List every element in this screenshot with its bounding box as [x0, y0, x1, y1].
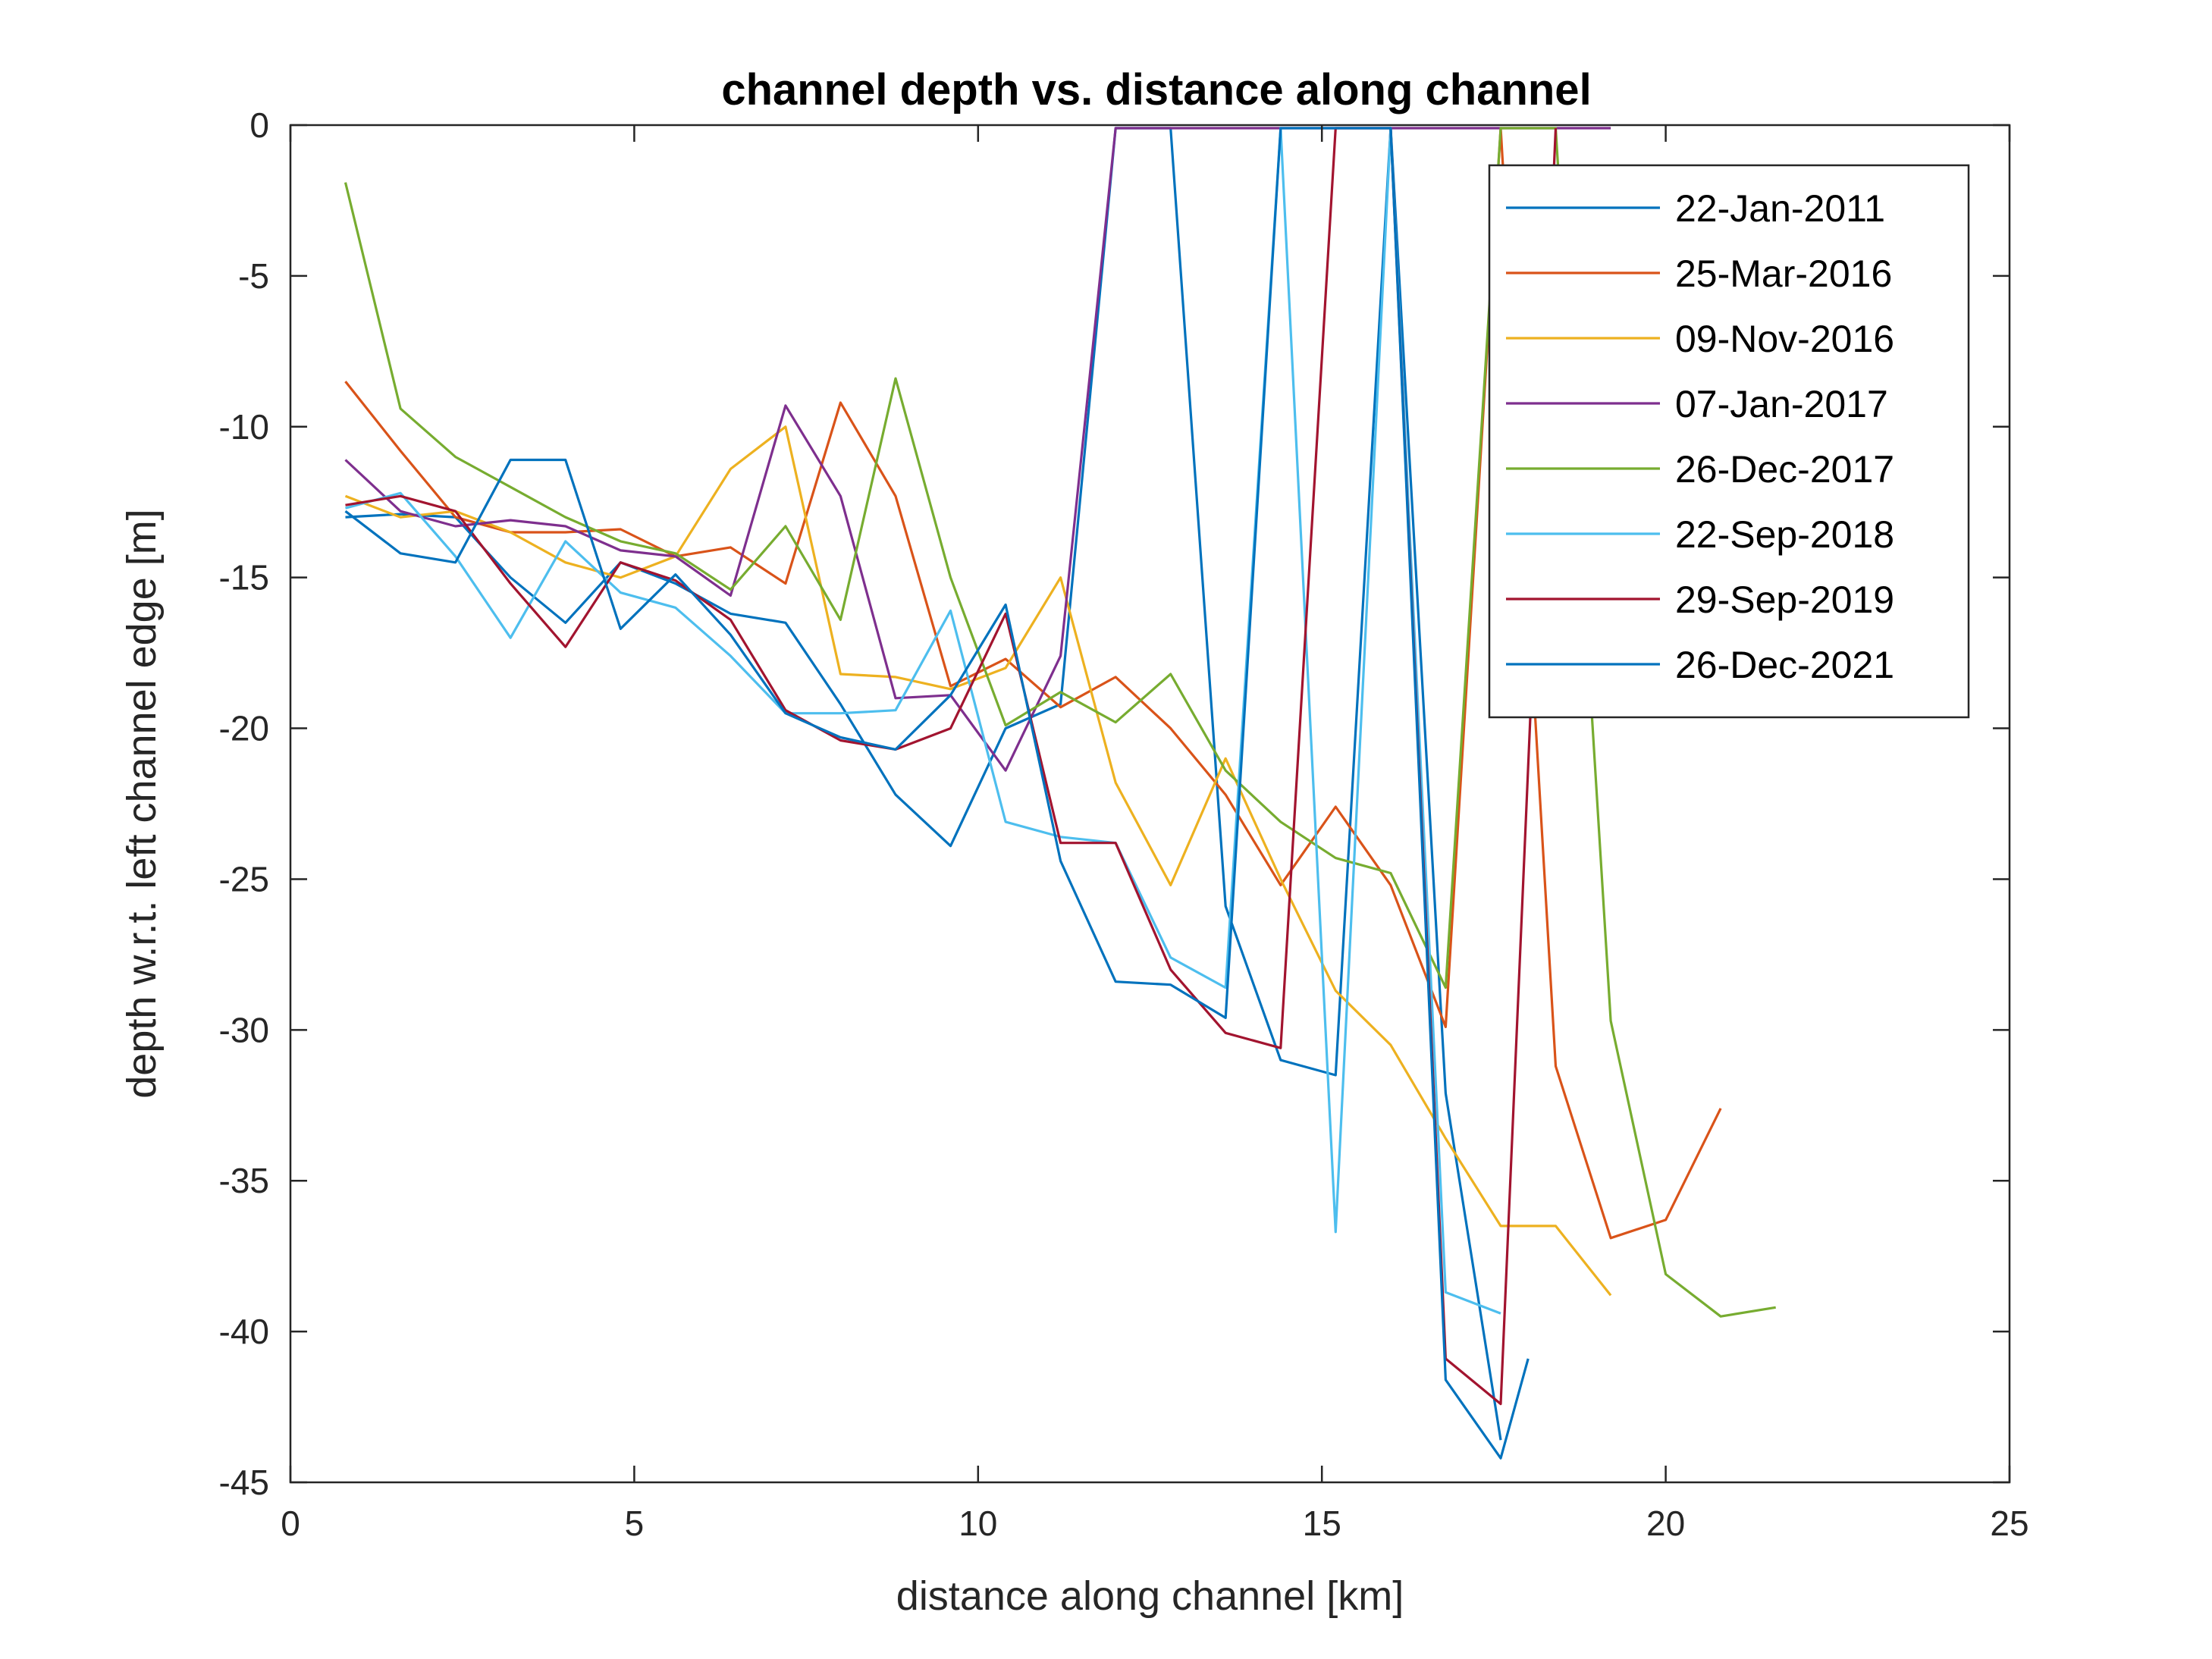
y-tick-label: 0	[249, 105, 269, 145]
y-tick-label: -15	[219, 558, 269, 597]
y-tick-label: -35	[219, 1161, 269, 1200]
x-tick-label: 10	[959, 1504, 997, 1543]
legend: 22-Jan-2011 25-Mar-2016 09-Nov-2016 07-Jan-…	[1488, 164, 1970, 719]
y-axis: 0 -5 -10 -15 -20 -25 -30 -35 -40 -45	[219, 105, 2010, 1502]
x-tick-label: 0	[281, 1504, 300, 1543]
series-line-26-dec-2017	[344, 127, 1776, 1318]
x-tick-label: 15	[1303, 1504, 1341, 1543]
y-tick-label: -20	[219, 709, 269, 748]
series-line-07-jan-2017	[344, 127, 1611, 772]
x-axis: 0 5 10 15 20 25	[281, 125, 2029, 1543]
y-tick-label: -5	[238, 256, 269, 296]
x-tick-label: 5	[625, 1504, 645, 1543]
y-tick-label: -25	[219, 859, 269, 898]
legend-box	[1488, 164, 1970, 719]
legend-label: 22-Jan-2011	[1675, 187, 1885, 230]
legend-label: 07-Jan-2017	[1675, 383, 1888, 425]
legend-label: 29-Sep-2019	[1675, 579, 1894, 621]
legend-label: 26-Dec-2017	[1675, 448, 1894, 491]
x-tick-label: 20	[1646, 1504, 1685, 1543]
legend-label: 25-Mar-2016	[1675, 252, 1892, 295]
series-line-26-dec-2021	[344, 127, 1530, 1460]
chart-title: channel depth vs. distance along channel	[721, 65, 1591, 114]
series-layer	[344, 127, 1776, 1460]
series-line-22-jan-2011	[345, 127, 1502, 1441]
legend-label: 09-Nov-2016	[1675, 318, 1894, 360]
y-tick-label: -30	[219, 1010, 269, 1049]
legend-label: 26-Dec-2021	[1675, 644, 1894, 686]
y-tick-label: -40	[219, 1312, 269, 1351]
y-axis-label: depth w.r.t. left channel edge [m]	[119, 509, 165, 1099]
y-tick-label: -10	[219, 407, 269, 447]
x-tick-label: 25	[1990, 1504, 2028, 1543]
legend-label: 22-Sep-2018	[1675, 513, 1894, 556]
y-tick-label: -45	[219, 1463, 269, 1502]
x-axis-label: distance along channel [km]	[896, 1573, 1404, 1619]
series-line-22-sep-2018	[345, 127, 1501, 1315]
